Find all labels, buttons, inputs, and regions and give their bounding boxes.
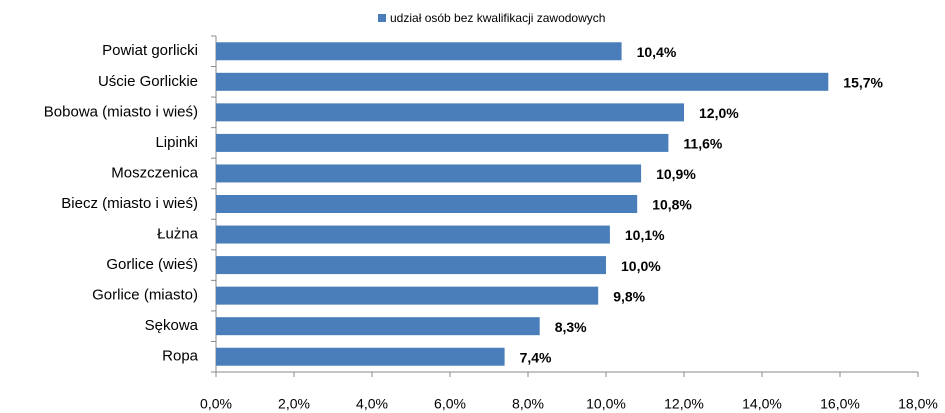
category-label: Ropa bbox=[162, 348, 199, 365]
category-label: Sękowa bbox=[145, 317, 199, 334]
x-tick-label: 6,0% bbox=[434, 396, 466, 412]
category-label: Uście Gorlickie bbox=[98, 73, 198, 90]
x-tick-label: 12,0% bbox=[664, 396, 704, 412]
x-tick-label: 0,0% bbox=[200, 396, 232, 412]
x-tick-label: 10,0% bbox=[586, 396, 626, 412]
legend-label: udział osób bez kwalifikacji zawodowych bbox=[390, 11, 605, 25]
value-label: 15,7% bbox=[843, 75, 883, 91]
bar bbox=[216, 225, 610, 244]
x-tick-label: 14,0% bbox=[742, 396, 782, 412]
category-label: Moszczenica bbox=[111, 164, 198, 181]
bar bbox=[216, 317, 540, 336]
value-label: 10,8% bbox=[652, 197, 692, 213]
bar bbox=[216, 164, 642, 183]
value-label: 10,9% bbox=[656, 166, 696, 182]
category-label: Bobowa (miasto i wieś) bbox=[44, 103, 198, 120]
value-label: 9,8% bbox=[613, 288, 645, 304]
x-tick-label: 8,0% bbox=[512, 396, 544, 412]
category-label: Lipinki bbox=[155, 134, 198, 151]
bar bbox=[216, 195, 638, 213]
value-label: 7,4% bbox=[520, 349, 552, 365]
x-tick-label: 16,0% bbox=[820, 396, 860, 412]
x-tick-label: 2,0% bbox=[278, 396, 310, 412]
value-label: 8,3% bbox=[555, 319, 587, 335]
bar bbox=[216, 42, 622, 61]
value-label: 11,6% bbox=[683, 136, 722, 152]
bar bbox=[216, 286, 599, 305]
category-label: Łużna bbox=[157, 226, 199, 243]
bar bbox=[216, 72, 829, 91]
value-label: 10,4% bbox=[637, 44, 677, 60]
category-label: Gorlice (wieś) bbox=[106, 256, 198, 273]
bar bbox=[216, 133, 669, 152]
bar bbox=[216, 103, 684, 122]
category-label: Gorlice (miasto) bbox=[92, 287, 198, 304]
value-label: 10,0% bbox=[621, 258, 661, 274]
bar bbox=[216, 347, 505, 366]
value-label: 12,0% bbox=[699, 105, 739, 121]
x-tick-label: 18,0% bbox=[898, 396, 938, 412]
legend-swatch bbox=[378, 14, 386, 22]
category-label: Powiat gorlicki bbox=[102, 42, 198, 59]
x-tick-label: 4,0% bbox=[356, 396, 388, 412]
bar bbox=[216, 256, 606, 275]
category-label: Biecz (miasto i wieś) bbox=[61, 195, 198, 212]
value-label: 10,1% bbox=[625, 227, 665, 243]
